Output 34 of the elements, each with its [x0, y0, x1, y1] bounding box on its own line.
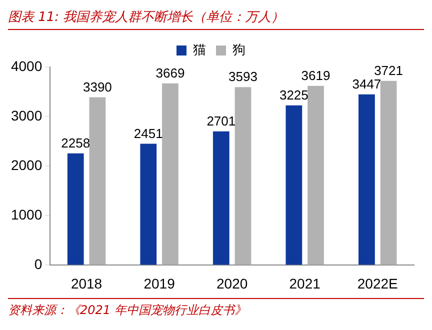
- bar: [162, 83, 178, 265]
- x-tick-label: 2019: [144, 275, 176, 292]
- bar: [286, 105, 302, 265]
- bar: [308, 86, 324, 265]
- bar: [234, 87, 252, 265]
- bar: [358, 94, 375, 265]
- bar: [380, 80, 397, 265]
- data-label: 2451: [134, 126, 163, 141]
- data-label: 3225: [279, 87, 308, 102]
- y-tick-label: 1000: [10, 206, 42, 223]
- x-tick-label: 2020: [216, 275, 248, 292]
- data-label: 3447: [352, 76, 382, 92]
- y-tick-label: 2000: [10, 156, 42, 173]
- data-label: 3669: [156, 65, 185, 80]
- data-label: 3593: [228, 69, 258, 84]
- x-tick-label: 2018: [70, 275, 102, 292]
- bar: [212, 131, 230, 265]
- legend-label: 猫: [193, 42, 206, 58]
- bar: [67, 153, 84, 265]
- data-label: 3619: [301, 68, 330, 83]
- x-tick-label: 2021: [289, 275, 321, 292]
- bar: [140, 144, 157, 265]
- data-label: 2701: [206, 113, 236, 128]
- x-tick-label: 2022E: [357, 275, 398, 292]
- bar: [89, 97, 106, 265]
- chart-title: 图表 11: 我国养宠人群不断增长（单位：万人）: [8, 8, 424, 30]
- data-label: 3390: [82, 79, 112, 94]
- text: 资料来源：《2021 年中国宠物行业白皮书》: [8, 298, 424, 319]
- y-tick-label: 4000: [10, 58, 42, 74]
- data-label: 3721: [374, 62, 403, 78]
- legend-label: 狗: [232, 42, 246, 58]
- y-tick-label: 3000: [10, 107, 42, 124]
- data-label: 2258: [61, 135, 90, 150]
- y-tick-label: 0: [34, 256, 42, 272]
